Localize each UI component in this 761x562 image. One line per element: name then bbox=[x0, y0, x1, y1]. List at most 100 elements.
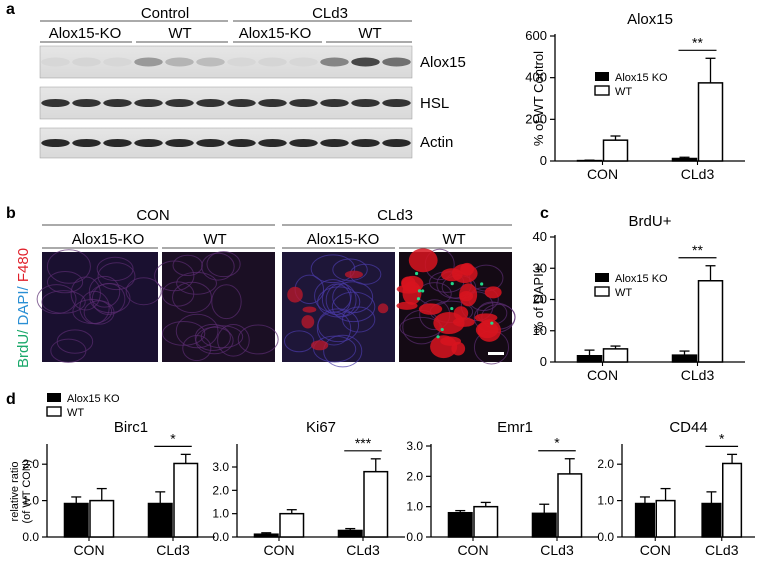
cell-outline bbox=[206, 251, 241, 278]
y-tick-label: 0.0 bbox=[597, 530, 614, 544]
blot-band bbox=[72, 139, 101, 147]
x-tick-label: CLd3 bbox=[540, 542, 574, 558]
x-tick-label: CON bbox=[457, 542, 488, 558]
cell-outline bbox=[237, 324, 279, 355]
y-tick-label: 0.0 bbox=[406, 530, 423, 544]
legend-d-wt-label: WT bbox=[67, 407, 84, 419]
blot-band bbox=[351, 57, 380, 67]
blot-band bbox=[196, 57, 225, 67]
cell-outline bbox=[317, 308, 360, 343]
bar bbox=[279, 512, 305, 538]
cell-outline bbox=[317, 286, 361, 318]
brdu-nucleus bbox=[436, 335, 440, 339]
f480-signal bbox=[396, 301, 418, 310]
chart-ki67: Ki67 0.0 1.0 2.0 3.0 CON CLd3 *** bbox=[212, 419, 405, 558]
cell-outline bbox=[36, 284, 77, 315]
bar bbox=[701, 502, 722, 538]
f480-signal bbox=[418, 303, 443, 315]
blot-band bbox=[196, 139, 225, 147]
x-tick-label: CLd3 bbox=[156, 542, 190, 558]
blot-band bbox=[72, 99, 101, 107]
blot-band bbox=[258, 57, 287, 67]
bar bbox=[576, 355, 603, 363]
chart-emr1: Emr1 0.0 1.0 2.0 3.0 CON CLd3 * bbox=[406, 419, 599, 558]
y-tick-label: 1.0 bbox=[212, 507, 229, 521]
brdu-nucleus bbox=[450, 306, 454, 311]
blot-band bbox=[320, 139, 349, 147]
bar bbox=[89, 499, 115, 538]
legend-ko-label: Alox15 KO bbox=[615, 273, 668, 285]
legend-ko-swatch bbox=[595, 273, 609, 282]
blot-band bbox=[227, 139, 256, 147]
micrograph-3 bbox=[282, 252, 395, 362]
micro-genotype-4: WT bbox=[442, 231, 465, 248]
brdu-nucleus bbox=[421, 289, 425, 293]
y-tick-label: 0.0 bbox=[22, 530, 39, 544]
micro-genotype-1: Alox15-KO bbox=[72, 231, 145, 248]
significance-stars: ** bbox=[692, 34, 703, 50]
x-tick-label: CON bbox=[73, 542, 104, 558]
x-tick-label: CLd3 bbox=[346, 542, 380, 558]
micrograph-row bbox=[36, 248, 516, 368]
stain-label: BrdU/ DAPI/ F480 bbox=[15, 248, 32, 368]
micro-condition-cld3: CLd3 bbox=[377, 207, 413, 224]
y-tick-label: 0 bbox=[540, 153, 547, 168]
y-axis-label-line: relative ratio bbox=[9, 462, 21, 522]
stain-dapi: DAPI/ bbox=[15, 285, 32, 329]
x-tick-label: CON bbox=[263, 542, 294, 558]
f480-signal bbox=[451, 341, 466, 356]
blot-band bbox=[134, 99, 163, 107]
brdu-nucleus bbox=[417, 289, 422, 293]
cell-outline bbox=[70, 276, 101, 311]
y-tick-label: 20 bbox=[533, 292, 547, 307]
cell-outline bbox=[325, 283, 357, 317]
blot-genotype-1: Alox15-KO bbox=[49, 25, 122, 42]
bar bbox=[147, 502, 173, 538]
x-tick-label: CON bbox=[587, 367, 618, 383]
chart-alox15: Alox15 % of WT Control 0 200 400 600 CON CLd3 **… bbox=[525, 11, 745, 182]
y-tick-label: 200 bbox=[525, 111, 547, 126]
x-tick-label: CLd3 bbox=[705, 542, 739, 558]
x-tick-label: CON bbox=[587, 166, 618, 182]
blot-band bbox=[258, 139, 287, 147]
blot-band bbox=[165, 139, 194, 147]
cell-outline bbox=[195, 326, 234, 355]
western-blot-alox15 bbox=[39, 45, 413, 79]
f480-signal bbox=[401, 275, 424, 293]
bar bbox=[557, 473, 583, 538]
significance-stars: *** bbox=[355, 435, 372, 451]
brdu-nucleus bbox=[416, 297, 421, 301]
y-tick-label: 40 bbox=[533, 229, 547, 244]
blot-band bbox=[134, 57, 163, 67]
blot-genotype-4: WT bbox=[358, 25, 381, 42]
bar bbox=[473, 505, 499, 538]
cell-outline bbox=[89, 283, 131, 314]
scale-bar bbox=[488, 352, 504, 355]
y-tick-label: 0.0 bbox=[212, 530, 229, 544]
blot-band bbox=[289, 99, 318, 107]
panel-label-c: c bbox=[540, 205, 549, 222]
blot-band bbox=[134, 139, 163, 147]
chart-title: Ki67 bbox=[306, 419, 336, 436]
blot-genotype-2: WT bbox=[168, 25, 191, 42]
chart-title: Birc1 bbox=[114, 419, 148, 436]
western-blot-hsl bbox=[39, 86, 413, 120]
chart-title: Emr1 bbox=[497, 419, 533, 436]
legend-wt-label: WT bbox=[615, 86, 632, 98]
y-axis-label: % of WT Control bbox=[531, 51, 546, 146]
cell-outline bbox=[161, 321, 206, 346]
cell-outline bbox=[194, 323, 231, 352]
blot-band bbox=[289, 139, 318, 147]
y-axis-label: relative ratio(of WT CON) bbox=[9, 460, 33, 524]
blot-band bbox=[382, 99, 411, 107]
y-tick-label: 400 bbox=[525, 70, 547, 85]
bar bbox=[337, 529, 363, 538]
f480-signal bbox=[287, 286, 303, 303]
brdu-nucleus bbox=[450, 282, 454, 286]
f480-signal bbox=[477, 319, 501, 342]
bar bbox=[602, 348, 629, 363]
f480-signal bbox=[484, 286, 502, 299]
chart-title: CD44 bbox=[669, 419, 707, 436]
blot-band bbox=[41, 99, 70, 107]
cell-outline bbox=[56, 329, 94, 354]
